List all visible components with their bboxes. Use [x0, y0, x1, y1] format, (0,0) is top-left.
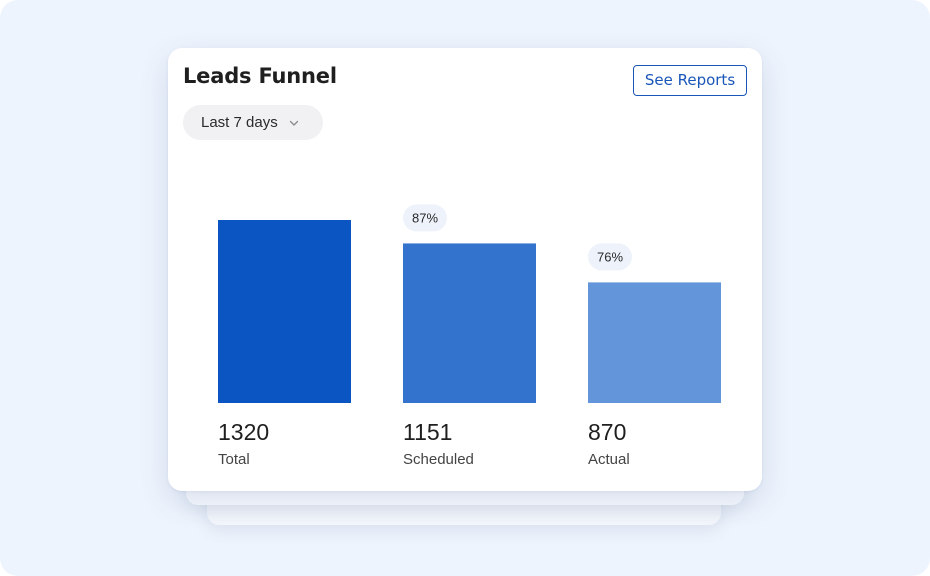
card-title: Leads Funnel	[183, 64, 337, 88]
date-range-dropdown[interactable]: Last 7 days	[183, 105, 323, 140]
see-reports-button[interactable]: See Reports	[633, 65, 747, 96]
value-label-scheduled: 1151	[403, 419, 452, 445]
bar-total	[218, 220, 351, 403]
conversion-badge-label-scheduled: 87%	[412, 210, 438, 225]
conversion-badge-scheduled	[403, 204, 447, 232]
conversion-badge-actual	[588, 243, 632, 271]
funnel-bar-chart: 1320 Total 87% 1151 Scheduled 76% 870 Actual	[218, 204, 721, 468]
date-range-selected: Last 7 days	[201, 114, 278, 131]
value-label-actual: 870	[588, 419, 626, 445]
category-label-total: Total	[218, 451, 250, 468]
bar-scheduled	[403, 243, 536, 403]
conversion-badge-label-actual: 76%	[597, 249, 623, 264]
bar-actual	[588, 282, 721, 403]
category-label-scheduled: Scheduled	[403, 451, 474, 468]
category-label-actual: Actual	[588, 451, 630, 468]
value-label-total: 1320	[218, 419, 269, 445]
leads-funnel-card: 1320 Total 87% 1151 Scheduled 76% 870 Actual Le…	[168, 48, 762, 491]
chevron-down-icon	[288, 117, 300, 129]
